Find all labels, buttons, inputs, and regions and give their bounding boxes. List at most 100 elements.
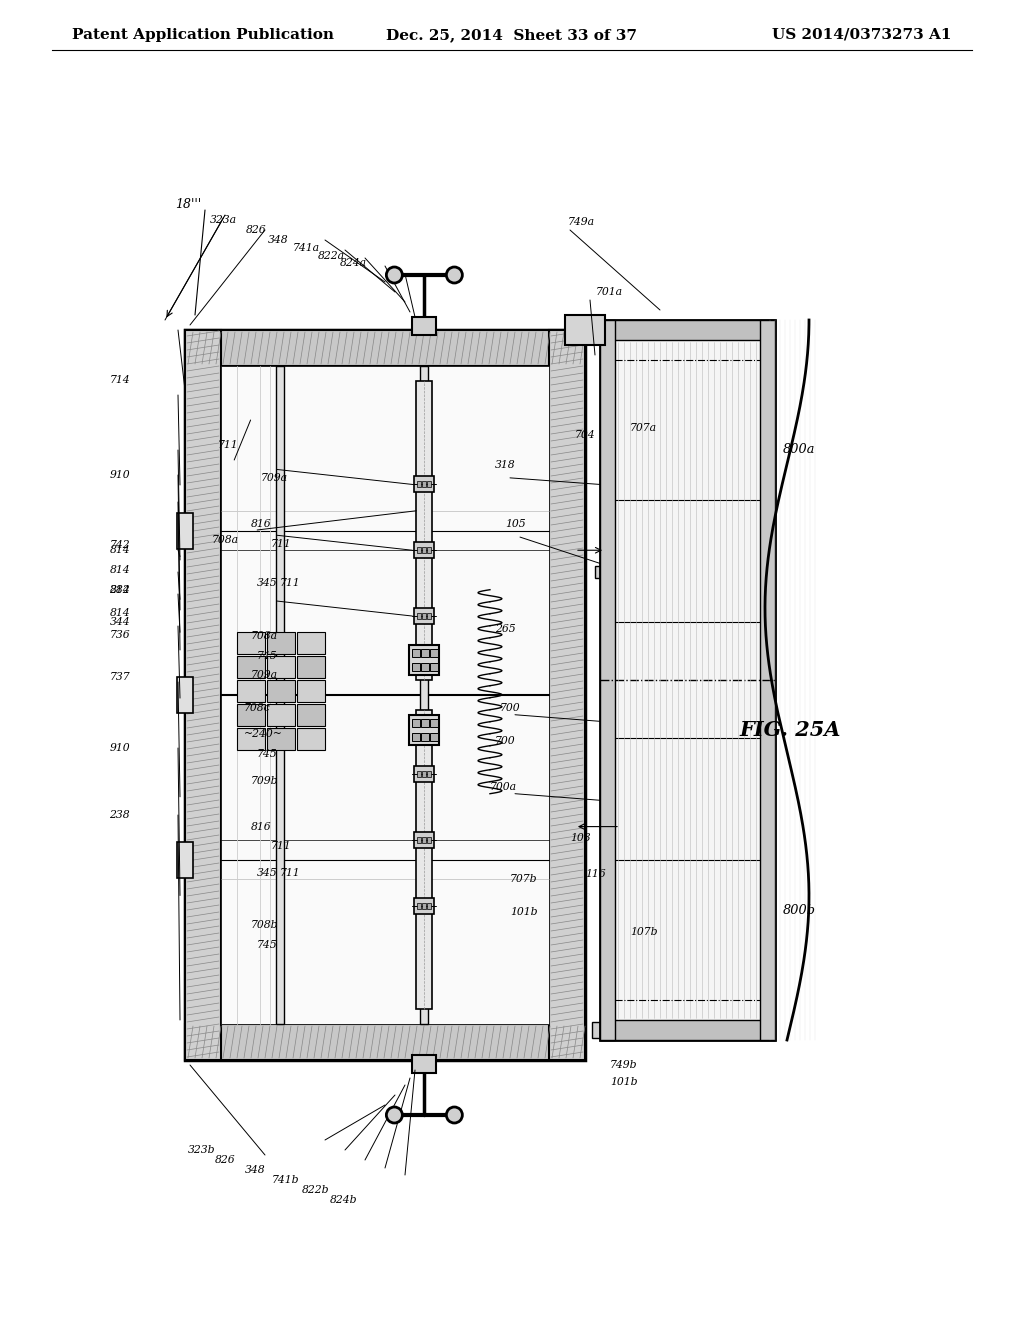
Bar [427,903,431,908]
Text: 708a: 708a [251,631,278,640]
Bar [415,898,434,913]
Text: 749a: 749a [568,216,595,227]
Text: 708a: 708a [211,535,239,545]
Text: 711: 711 [281,578,301,589]
Text: 101b: 101b [610,1077,638,1086]
Text: 709a: 709a [260,473,288,483]
Bar [418,482,421,487]
Bar [267,632,295,653]
Circle shape [182,537,188,544]
Bar [422,612,426,619]
Bar [297,656,326,678]
Bar [415,543,434,558]
Bar [417,381,432,680]
Bar [185,330,585,1060]
Text: 707b: 707b [510,874,538,884]
Bar [238,704,265,726]
Text: 700a: 700a [490,783,517,792]
Bar [418,903,421,908]
Bar [238,656,265,678]
Bar [297,729,326,750]
Text: 700: 700 [495,737,516,746]
Bar [415,477,434,492]
Text: 822b: 822b [302,1185,330,1195]
Text: ~240~: ~240~ [244,730,283,739]
Text: 816: 816 [251,519,271,529]
Text: 745: 745 [257,750,278,759]
Bar [418,548,421,553]
Text: 709a: 709a [251,671,278,680]
Circle shape [182,682,188,688]
Circle shape [386,267,402,282]
Text: 323a: 323a [210,215,238,224]
Bar [413,1055,436,1073]
Bar [177,842,193,878]
Text: 816: 816 [251,821,271,832]
Text: 116: 116 [585,870,605,879]
Bar [565,315,605,345]
Bar [267,656,295,678]
Bar [185,330,221,1060]
Bar [297,680,326,702]
Circle shape [182,866,188,873]
Text: 824a: 824a [340,257,368,268]
Bar [413,718,421,727]
Bar [592,1022,604,1038]
Text: 107b: 107b [630,927,657,937]
Text: FIG. 25A: FIG. 25A [739,719,841,741]
Bar [417,710,432,1008]
Text: 714: 714 [110,375,130,385]
Text: 105: 105 [505,519,525,529]
Bar [267,729,295,750]
Bar [422,548,426,553]
Text: 265: 265 [495,624,516,634]
Bar [430,649,438,657]
Bar [427,482,431,487]
Bar [422,837,426,842]
Bar [421,649,429,657]
Bar [221,366,549,1024]
Text: 737: 737 [110,672,130,682]
Circle shape [386,1107,402,1123]
Text: 711: 711 [270,841,291,851]
Text: 348: 348 [268,235,289,246]
Bar [427,612,431,619]
Circle shape [182,846,188,853]
Bar [600,319,775,1040]
Bar [415,832,434,847]
Text: 323b: 323b [188,1144,216,1155]
Text: 800a: 800a [783,444,815,457]
Bar [760,319,775,1040]
Bar [297,704,326,726]
Bar [422,482,426,487]
Circle shape [182,702,188,708]
Text: 812: 812 [110,585,130,595]
Text: 910: 910 [110,743,130,752]
Bar [177,677,193,713]
Bar [410,714,439,744]
Text: 826: 826 [215,1155,236,1166]
Circle shape [446,1107,463,1123]
Text: 711: 711 [270,539,291,549]
Bar [549,330,585,1060]
Bar [422,771,426,777]
Bar [418,771,421,777]
Text: 700: 700 [500,704,520,713]
Bar [427,771,431,777]
Bar [415,609,434,624]
Text: 345: 345 [257,867,278,878]
Text: 345: 345 [257,578,278,589]
Bar [185,1024,585,1060]
Text: 745: 745 [257,940,278,950]
Bar [177,512,193,549]
Text: 826: 826 [246,224,266,235]
Text: 800b: 800b [783,904,816,917]
Text: 824b: 824b [330,1195,357,1205]
Text: 736: 736 [110,630,130,640]
Bar [415,766,434,781]
Bar [595,566,605,578]
Bar [276,366,284,1024]
Text: 711: 711 [218,440,239,450]
Bar [421,733,429,741]
Text: 701a: 701a [596,286,624,297]
